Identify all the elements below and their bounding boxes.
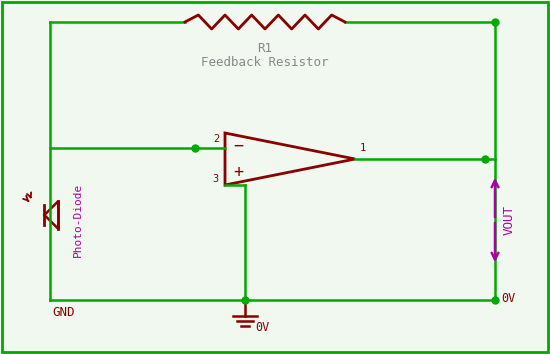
Text: 3: 3 — [213, 174, 219, 184]
Text: Feedback Resistor: Feedback Resistor — [201, 57, 329, 69]
Text: 2: 2 — [213, 134, 219, 144]
Text: 0V: 0V — [501, 291, 515, 304]
Text: Photo-Diode: Photo-Diode — [73, 183, 83, 257]
Text: 0V: 0V — [255, 321, 270, 334]
Text: 1: 1 — [360, 143, 366, 153]
Text: −: − — [233, 137, 243, 155]
Text: GND: GND — [52, 306, 74, 319]
Text: +: + — [233, 163, 243, 181]
Text: R1: R1 — [257, 41, 272, 55]
Text: VOUT: VOUT — [503, 205, 515, 235]
